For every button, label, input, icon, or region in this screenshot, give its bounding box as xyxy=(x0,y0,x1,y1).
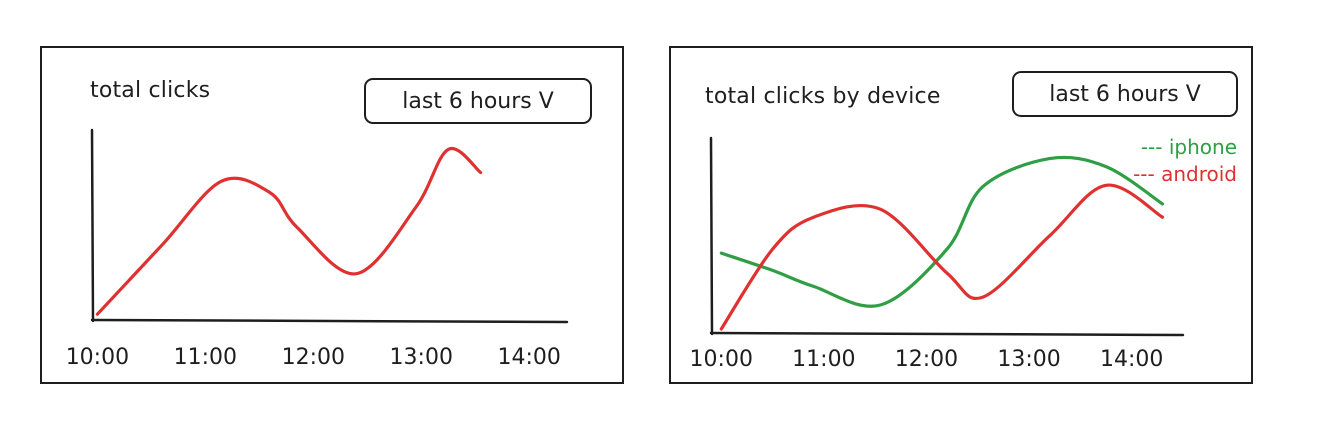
x-tick-label: 12:00 xyxy=(895,347,958,372)
series-line-iphone xyxy=(719,155,1165,308)
series-line xyxy=(95,146,483,316)
x-axis xyxy=(90,318,569,324)
legend-entry-android: --- android xyxy=(1133,162,1237,186)
total-clicks-chart: 10:00 11:00 12:00 13:00 14:00 xyxy=(66,128,569,370)
chart-title: total clicks by device xyxy=(705,84,941,109)
y-axis xyxy=(90,128,95,323)
x-tick-label: 12:00 xyxy=(282,345,345,370)
chart-title: total clicks xyxy=(90,78,211,103)
x-tick-label: 13:00 xyxy=(997,347,1060,372)
x-tick-label: 11:00 xyxy=(174,345,237,370)
x-tick-label: 10:00 xyxy=(690,347,753,372)
time-range-dropdown[interactable]: last 6 hours V xyxy=(1012,71,1238,117)
time-range-dropdown[interactable]: last 6 hours V xyxy=(364,78,592,124)
x-tick-label: 14:00 xyxy=(1100,347,1163,372)
x-tick-label: 14:00 xyxy=(498,345,561,370)
series-line-android xyxy=(719,183,1165,331)
x-tick-label: 13:00 xyxy=(390,345,453,370)
y-axis xyxy=(709,136,714,336)
x-axis xyxy=(709,331,1185,337)
total-clicks-panel: total clicks last 6 hours V 10:00 11:00 12… xyxy=(40,46,624,384)
x-tick-label: 10:00 xyxy=(66,345,129,370)
x-tick-label: 11:00 xyxy=(792,347,855,372)
clicks-by-device-panel: total clicks by device last 6 hours V 10… xyxy=(669,46,1253,384)
legend-entry-iphone: --- iphone xyxy=(1141,135,1237,159)
clicks-by-device-chart: 10:00 11:00 12:00 13:00 14:00 --- iphone --- a… xyxy=(690,135,1237,372)
